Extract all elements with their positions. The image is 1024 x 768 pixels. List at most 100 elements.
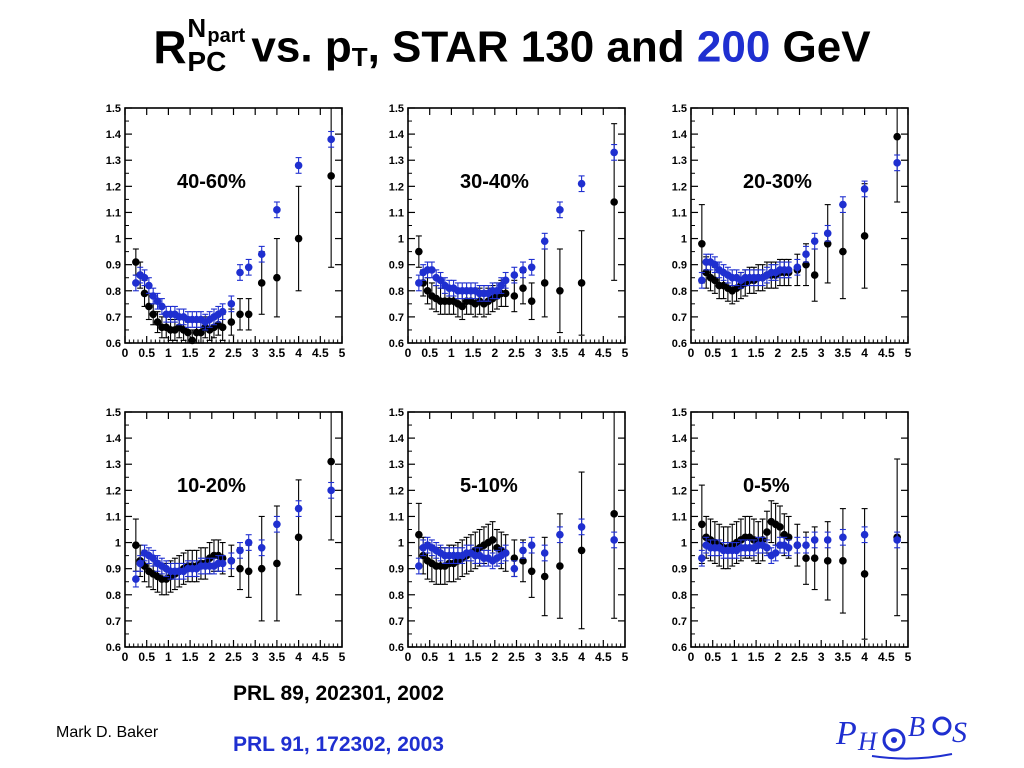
data-point [860, 530, 869, 539]
data-point [294, 234, 303, 243]
data-point [197, 328, 205, 337]
centrality-label: 20-30% [743, 171, 812, 193]
data-point [273, 559, 281, 568]
data-point [610, 198, 618, 206]
y-tick-label: 1.4 [672, 433, 688, 445]
data-point [802, 260, 810, 269]
data-point [577, 546, 586, 555]
x-tick-label: 3 [252, 650, 259, 664]
x-tick-label: 2 [774, 650, 781, 664]
x-tick-label: 1.5 [748, 346, 765, 360]
y-tick-label: 0.7 [672, 312, 687, 324]
data-point [577, 279, 586, 287]
slide-title: R N part PC vs. pT, STAR 130 and 200 GeV [0, 0, 1024, 90]
series-200-gev [132, 130, 335, 331]
data-point [273, 520, 281, 529]
data-point [839, 200, 847, 209]
y-tick-label: 1.2 [672, 485, 687, 497]
data-point [893, 132, 901, 141]
data-point [145, 302, 153, 311]
chart-panel-30-40: 0.6 0.7 0.8 0.9 1 1.1 1.2 1.3 1.4 1.5 0 0.5 1 1.5 2 2.5… [389, 103, 629, 360]
data-point [519, 546, 527, 555]
data-point [540, 237, 549, 245]
y-tick-label: 0.7 [106, 616, 121, 628]
data-point [501, 289, 510, 298]
data-point [702, 268, 710, 277]
y-tick-label: 0.8 [106, 286, 121, 298]
x-tick-label: 1.5 [465, 650, 482, 664]
rpc-superscript-part: part [207, 25, 246, 48]
data-point [784, 533, 793, 542]
data-point [184, 328, 192, 337]
x-tick-label: 2 [491, 346, 498, 360]
chart-panel-40-60: 0.6 0.7 0.8 0.9 1 1.1 1.2 1.3 1.4 1.5 0 0.5 1 1.5 2 2.5… [106, 103, 346, 360]
data-point [149, 554, 158, 563]
x-tick-label: 1 [731, 650, 738, 664]
chart-panel-20-30: 0.6 0.7 0.8 0.9 1 1.1 1.2 1.3 1.4 1.5 0 0.5 1 1.5 2 2.5… [672, 103, 912, 360]
x-tick-label: 3 [535, 650, 542, 664]
x-tick-label: 3.5 [835, 346, 852, 360]
data-point [423, 286, 432, 295]
y-tick-label: 1.4 [389, 129, 405, 141]
y-tick-label: 1.2 [672, 181, 687, 193]
y-tick-label: 1.1 [389, 207, 404, 219]
y-tick-label: 0.8 [106, 590, 121, 602]
data-point [294, 504, 303, 513]
data-point [136, 559, 144, 568]
centrality-label: 30-40% [460, 171, 529, 193]
data-point [802, 541, 810, 549]
rpc-r: R [153, 21, 187, 74]
x-tick-label: 1 [165, 346, 172, 360]
data-point [132, 575, 140, 583]
data-point [698, 239, 706, 248]
x-tick-label: 1.5 [182, 346, 199, 360]
data-point [540, 549, 549, 557]
data-point [458, 302, 467, 311]
y-tick-label: 1.3 [106, 459, 121, 471]
y-tick-label: 1 [115, 234, 121, 246]
data-point [510, 292, 519, 300]
x-tick-label: 2.5 [225, 650, 242, 664]
svg-text:S: S [952, 716, 967, 749]
y-tick-label: 0.6 [389, 642, 404, 654]
x-tick-label: 0.5 [138, 346, 155, 360]
series-200-gev [415, 518, 618, 578]
data-point [149, 292, 158, 300]
y-tick-label: 1.5 [106, 103, 121, 115]
data-point [810, 237, 819, 245]
y-tick-label: 0.7 [389, 312, 404, 324]
data-point [823, 239, 832, 248]
data-point [510, 271, 519, 279]
data-point [244, 263, 253, 272]
x-tick-label: 0 [688, 650, 695, 664]
data-point [236, 546, 244, 555]
x-tick-label: 3.5 [835, 650, 852, 664]
data-point [236, 564, 244, 573]
x-tick-label: 3.5 [269, 650, 286, 664]
series-200-gev [698, 154, 901, 289]
data-point [711, 260, 719, 269]
reference-prl-89: PRL 89, 202301, 2002 [233, 682, 444, 705]
x-tick-label: 5 [339, 346, 346, 360]
x-tick-label: 0.5 [704, 650, 721, 664]
data-point [698, 520, 706, 529]
data-point [519, 284, 527, 292]
data-point [227, 318, 236, 326]
x-tick-label: 3 [818, 650, 825, 664]
title-pt-subscript: T [351, 42, 368, 73]
data-point [839, 557, 847, 565]
centrality-label: 5-10% [460, 475, 518, 497]
data-point [839, 533, 847, 542]
title-highlight-200: 200 [696, 22, 771, 72]
data-point [236, 310, 244, 319]
plot-frame [690, 107, 909, 344]
data-point [860, 185, 869, 193]
data-point [273, 206, 281, 214]
y-tick-label: 1.5 [389, 103, 404, 115]
data-point [810, 271, 819, 279]
y-tick-label: 1.1 [106, 511, 121, 523]
y-tick-label: 1.1 [672, 511, 687, 523]
data-point [810, 536, 819, 544]
x-tick-label: 5 [622, 346, 629, 360]
data-point [793, 541, 802, 549]
